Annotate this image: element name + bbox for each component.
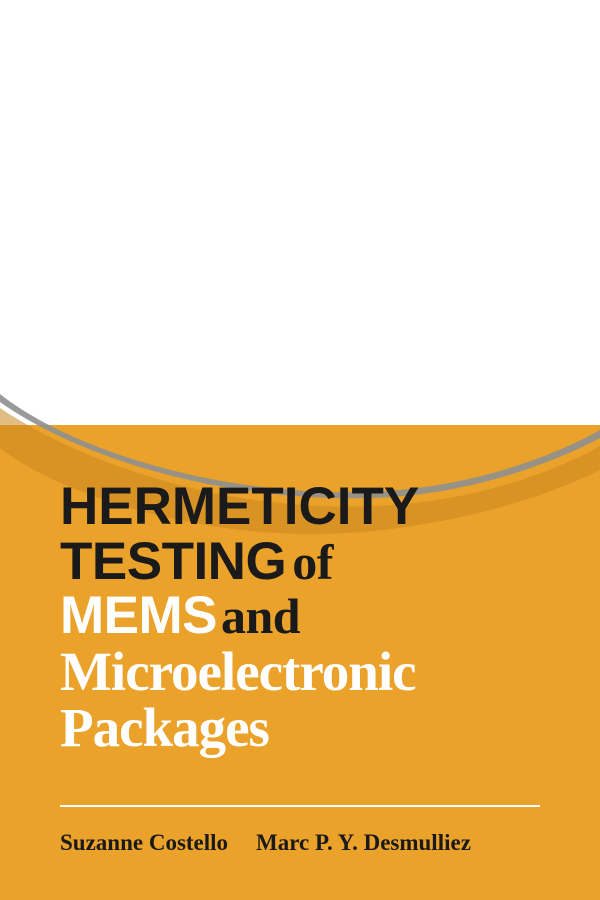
title-word-microelectronic: Microelectronic [60, 641, 416, 702]
title-word-and: and [221, 588, 300, 644]
cover-photo-area [0, 0, 600, 430]
title-word-testing: TESTING [60, 532, 286, 591]
authors-line: Suzanne Costello Marc P. Y. Desmulliez [60, 830, 540, 856]
divider-rule [60, 805, 540, 807]
title-word-packages: Packages [60, 697, 269, 758]
author-2: Marc P. Y. Desmulliez [256, 830, 471, 856]
title-word-of: of [292, 534, 333, 590]
title-word-hermeticity: HERMETICITY [60, 477, 419, 536]
title-block: HERMETICITY TESTINGof MEMSand Microelect… [60, 480, 540, 757]
coin-illustration [0, 0, 600, 430]
book-cover: HERMETICITY TESTINGof MEMSand Microelect… [0, 0, 600, 900]
title-word-mems: MEMS [60, 586, 217, 645]
author-1: Suzanne Costello [60, 830, 228, 856]
